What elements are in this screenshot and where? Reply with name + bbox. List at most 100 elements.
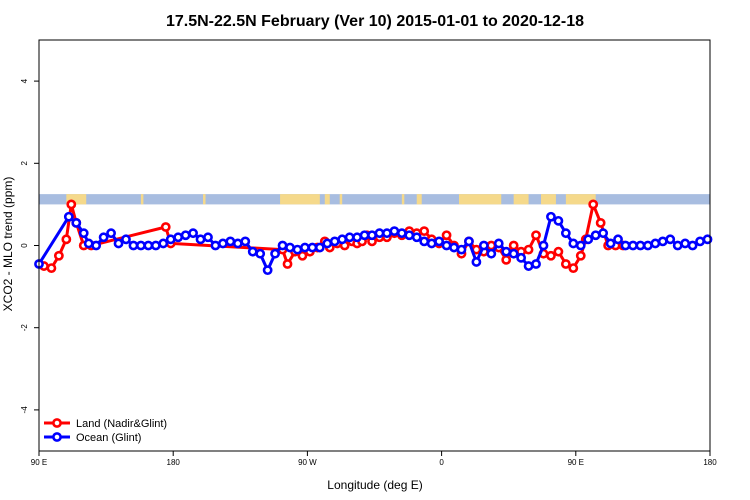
land-data-point bbox=[46, 263, 57, 274]
land-data-point bbox=[523, 244, 534, 255]
ocean-data-point bbox=[486, 248, 497, 259]
ocean-data-point bbox=[210, 240, 221, 251]
ocean-data-point bbox=[493, 238, 504, 249]
ocean-data-point bbox=[426, 238, 437, 249]
ocean-data-point bbox=[456, 244, 467, 255]
ocean-data-point bbox=[71, 217, 82, 228]
ocean-data-point bbox=[255, 248, 266, 259]
land-strip-segment bbox=[66, 194, 87, 205]
ocean-data-point bbox=[247, 246, 258, 257]
ocean-data-point bbox=[367, 230, 377, 241]
ocean-data-point bbox=[98, 232, 109, 243]
land-data-point bbox=[595, 217, 606, 228]
land-strip-segment bbox=[541, 194, 556, 205]
ocean-data-point bbox=[262, 265, 273, 276]
ocean-data-point bbox=[352, 232, 363, 243]
legend-land-marker bbox=[52, 418, 62, 428]
ocean-data-point bbox=[441, 240, 452, 251]
x-axis-label: Longitude (deg E) bbox=[327, 478, 422, 492]
ocean-data-point bbox=[128, 240, 139, 251]
ocean-data-point bbox=[173, 232, 184, 243]
ocean-data-point bbox=[150, 240, 161, 251]
ocean-data-point bbox=[598, 228, 609, 239]
ocean-data-point bbox=[404, 230, 415, 241]
ocean-data-point bbox=[188, 228, 198, 239]
land-data-point bbox=[160, 222, 171, 232]
ocean-data-point bbox=[240, 236, 251, 247]
ocean-data-point bbox=[523, 261, 534, 271]
ocean-data-point bbox=[382, 228, 392, 239]
ocean-data-point bbox=[218, 238, 228, 249]
ocean-data-point bbox=[531, 259, 541, 269]
land-strip-segment bbox=[280, 194, 320, 205]
land-strip-segment bbox=[203, 194, 206, 205]
ocean-data-point bbox=[501, 246, 512, 257]
ocean-data-point bbox=[300, 242, 310, 253]
ocean-data-point bbox=[232, 238, 243, 249]
ocean-data-point bbox=[546, 211, 556, 222]
ocean-data-point bbox=[419, 236, 430, 247]
land-strip-segment bbox=[416, 194, 422, 205]
ocean-data-point bbox=[203, 232, 213, 243]
x-tick-label: 180 bbox=[703, 458, 717, 467]
ocean-data-point bbox=[225, 236, 236, 247]
axes: 90 E 180 90 W 0 90 E 180 -4 -2 0 2 4 bbox=[20, 39, 717, 467]
ocean-data-point bbox=[344, 232, 355, 243]
legend-land-label: Land (Nadir&Glint) bbox=[76, 418, 167, 430]
ocean-data-point bbox=[374, 228, 385, 239]
x-tick-label: 90 W bbox=[298, 458, 317, 467]
ocean-data-point bbox=[702, 234, 713, 245]
ocean-data-point bbox=[605, 238, 616, 249]
ocean-data-point bbox=[434, 236, 445, 247]
land-data-point bbox=[560, 259, 571, 269]
ocean-data-point bbox=[695, 236, 705, 247]
ocean-data-point bbox=[508, 248, 519, 259]
ocean-data-point bbox=[314, 242, 325, 253]
ocean-data-point bbox=[449, 242, 459, 253]
ocean-data-point bbox=[568, 238, 579, 249]
ocean-data-point bbox=[575, 240, 586, 251]
ocean-data-point bbox=[672, 240, 683, 251]
ocean-data-point bbox=[121, 234, 131, 245]
ocean-data-point bbox=[553, 215, 564, 226]
ocean-data-point bbox=[135, 240, 146, 251]
ocean-data-point bbox=[478, 240, 489, 251]
legend: Land (Nadir&Glint) Ocean (Glint) bbox=[44, 418, 167, 444]
ocean-data-point bbox=[337, 234, 348, 245]
ocean-data-point bbox=[158, 238, 169, 249]
land-data-point bbox=[575, 250, 586, 261]
ocean-data-point bbox=[143, 240, 154, 251]
y-tick-label: 0 bbox=[20, 243, 29, 248]
ocean-data-point bbox=[471, 257, 482, 267]
ocean-data-point bbox=[665, 234, 676, 245]
ocean-data-point bbox=[411, 232, 422, 243]
land-data-point bbox=[441, 230, 452, 241]
ocean-strip bbox=[39, 194, 710, 205]
land-strip-segment bbox=[140, 194, 144, 205]
x-tick-label: 90 E bbox=[568, 458, 584, 467]
y-tick-label: 2 bbox=[20, 161, 29, 166]
ocean-data-point bbox=[106, 228, 116, 239]
x-tick-label: 90 E bbox=[31, 458, 47, 467]
land-strip-segment bbox=[565, 194, 596, 205]
ocean-data-point bbox=[620, 240, 631, 251]
land-data-point bbox=[419, 226, 430, 237]
ocean-data-point bbox=[91, 240, 102, 251]
plot-area bbox=[34, 194, 713, 276]
ocean-data-point bbox=[396, 228, 407, 239]
ocean-data-point bbox=[78, 228, 89, 239]
ocean-data-point bbox=[180, 230, 191, 241]
land-data-point bbox=[588, 199, 599, 210]
land-data-point bbox=[531, 230, 541, 241]
land-strip-segment bbox=[458, 194, 502, 205]
ocean-data-point bbox=[516, 252, 527, 263]
ocean-data-point bbox=[307, 242, 318, 253]
y-tick-label: -2 bbox=[20, 324, 29, 332]
ocean-data-point bbox=[642, 240, 653, 251]
ocean-data-point bbox=[195, 234, 206, 245]
ocean-data-point bbox=[113, 238, 124, 249]
ocean-data-point bbox=[687, 240, 698, 251]
ocean-data-point bbox=[322, 238, 333, 249]
